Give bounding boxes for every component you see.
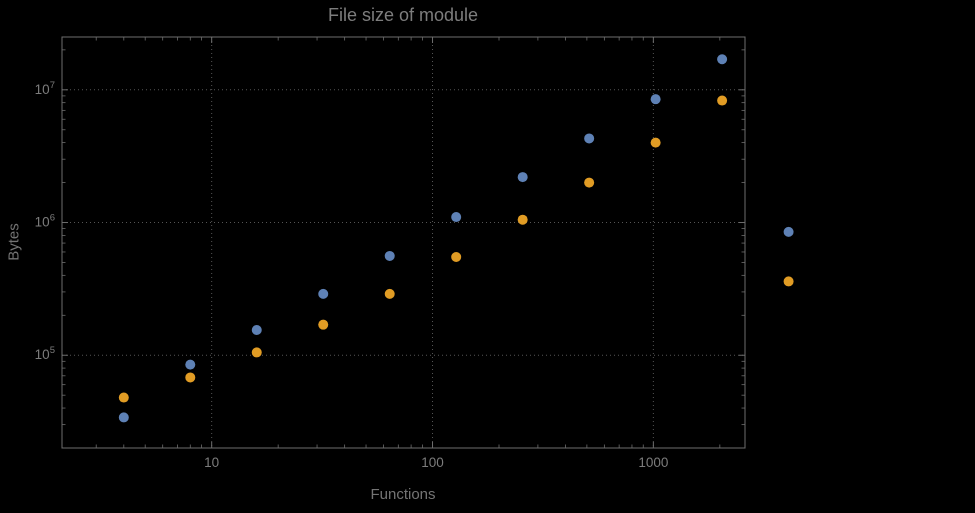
data-point-orange [517,214,528,225]
chart-title: File size of module [327,5,479,25]
x-tick-label: 1000 [638,455,668,470]
data-point-blue [251,324,262,335]
data-point-blue [118,412,129,423]
data-point-orange [185,372,196,383]
data-point-orange [451,251,462,262]
data-point-orange [384,288,395,299]
x-tick-label: 10 [204,455,219,470]
data-point-blue [185,359,196,370]
y-tick-label: 107 [35,80,55,97]
data-point-orange [783,276,794,287]
data-point-orange [584,177,595,188]
data-point-blue [384,250,395,261]
data-point-orange [650,137,661,148]
y-tick-label: 106 [35,213,55,230]
data-point-orange [251,347,262,358]
data-point-blue [783,226,794,237]
data-point-blue [650,94,661,105]
x-axis-label: Functions [370,486,436,503]
data-point-blue [584,133,595,144]
data-point-blue [517,172,528,183]
y-tick-label: 105 [35,345,55,362]
data-point-orange [118,392,129,403]
data-point-orange [318,319,329,330]
data-point-blue [451,212,462,223]
data-point-blue [318,288,329,299]
data-point-blue [717,54,728,65]
plot-frame [61,36,746,449]
data-point-orange [717,95,728,106]
x-tick-label: 100 [421,455,444,470]
